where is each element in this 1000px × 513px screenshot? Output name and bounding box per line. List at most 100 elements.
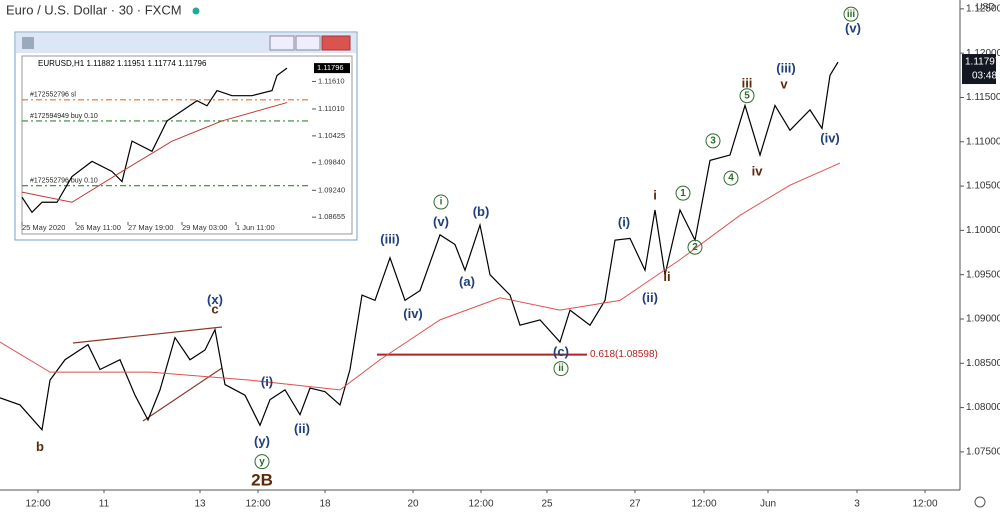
inset-icon	[22, 37, 34, 49]
moving-average	[0, 162, 841, 391]
level-label: 0.618(1.08598)	[590, 349, 658, 360]
x-tick-label: 12:00	[25, 499, 50, 510]
x-tick-label: 26 May 11:00	[76, 223, 121, 232]
x-tick-label: 18	[319, 499, 331, 510]
wave-label: c	[211, 302, 218, 317]
close-button[interactable]	[321, 35, 351, 51]
x-tick-label: 12:00	[468, 499, 493, 510]
x-tick-label: 13	[194, 499, 206, 510]
wave-label: (ii)	[642, 290, 658, 305]
wave-circle	[433, 194, 449, 210]
maximize-button[interactable]	[295, 35, 321, 51]
minimize-button[interactable]	[269, 35, 295, 51]
x-tick-label: 25 May 2020	[22, 223, 65, 232]
y-tick-label: 1.08500	[966, 358, 1000, 369]
x-tick-label: 29 May 03:00	[182, 223, 227, 232]
y-tick-label: 1.12500	[966, 4, 1000, 15]
wave-label: y	[259, 456, 265, 467]
level-label: #172552796 buy 0.10	[30, 178, 98, 185]
y-tick-label: 1.11010	[318, 104, 345, 113]
wave-circle	[705, 133, 721, 149]
wave-label: 4	[728, 173, 734, 184]
wave-label: (v)	[433, 214, 449, 229]
unit-label: USD	[976, 1, 996, 11]
moving-average	[21, 102, 288, 203]
price-box	[962, 54, 996, 85]
trendline	[72, 326, 223, 344]
wave-label: (iv)	[403, 306, 423, 321]
wave-label: 5	[744, 90, 750, 101]
price-label: 1.11796	[317, 63, 344, 72]
wave-label: ii	[558, 363, 564, 374]
chart-title: Euro / U.S. Dollar · 30 · FXCM	[6, 2, 182, 17]
wave-label: (c)	[553, 344, 569, 359]
wave-circle	[723, 170, 739, 186]
level-label: #172594949 buy 0.10	[30, 113, 98, 120]
settings-icon[interactable]	[974, 496, 986, 508]
inset-title: EURUSD,H1 1.11882 1.11951 1.11774 1.1179…	[38, 59, 207, 68]
wave-label: i	[440, 197, 443, 208]
price-line	[0, 61, 839, 432]
y-tick-label: 1.11610	[318, 76, 345, 85]
x-tick-label: 11	[99, 499, 110, 510]
wave-circle	[687, 239, 703, 255]
x-tick-label: 20	[407, 499, 419, 510]
y-tick-label: 1.09500	[966, 269, 1000, 280]
price-line	[21, 67, 288, 214]
wave-label: (i)	[618, 215, 630, 230]
y-tick-label: 1.09000	[966, 314, 1000, 325]
status-dot	[192, 7, 200, 15]
wave-label: iv	[752, 163, 764, 178]
wave-label: 2	[692, 242, 698, 253]
wave-label: (i)	[261, 374, 273, 389]
x-tick-label: 25	[541, 499, 553, 510]
wave-circle	[675, 185, 691, 201]
y-tick-label: 1.10500	[966, 181, 1000, 192]
wave-label: iii	[742, 76, 753, 91]
wave-label: 3	[710, 136, 716, 147]
price-label: 1.11797	[965, 57, 1000, 68]
wave-label: 2B	[251, 471, 273, 490]
x-tick-label: 1 Jun 11:00	[236, 223, 275, 232]
wave-label: (iii)	[380, 232, 400, 247]
wave-label: (iii)	[776, 61, 796, 76]
wave-label: (v)	[845, 21, 861, 36]
wave-label: (ii)	[294, 421, 310, 436]
wave-label: v	[780, 77, 788, 92]
wave-label: (x)	[207, 292, 223, 307]
y-tick-label: 1.08000	[966, 402, 1000, 413]
y-tick-label: 1.08655	[318, 212, 345, 221]
price-box	[314, 63, 350, 74]
y-tick-label: 1.07500	[966, 447, 1000, 458]
wave-label: (y)	[254, 434, 270, 449]
level-label: #172552796 sl	[30, 92, 76, 99]
wave-label: (iv)	[820, 131, 840, 146]
y-tick-label: 1.11000	[966, 136, 1000, 147]
wave-label: (a)	[459, 274, 475, 289]
inset-plot	[21, 55, 353, 235]
wave-circle	[843, 6, 859, 22]
x-tick-label: 12:00	[245, 499, 270, 510]
y-tick-label: 1.11500	[966, 92, 1000, 103]
x-tick-label: 27 May 19:00	[128, 223, 173, 232]
wave-label: i	[653, 187, 657, 202]
x-tick-label: 3	[854, 499, 860, 510]
x-tick-label: 12:00	[691, 499, 716, 510]
wave-circle	[254, 454, 270, 470]
x-tick-label: Jun	[760, 499, 776, 510]
x-tick-label: 12:00	[912, 499, 937, 510]
wave-circle	[739, 88, 755, 104]
wave-label: 1	[680, 188, 686, 199]
wave-label: b	[36, 439, 44, 454]
wave-label: iii	[847, 9, 856, 20]
y-tick-label: 1.10000	[966, 225, 1000, 236]
y-tick-label: 1.12000	[966, 48, 1000, 59]
wave-label: ii	[663, 269, 670, 284]
x-tick-label: 27	[629, 499, 641, 510]
y-tick-label: 1.09840	[318, 158, 345, 167]
y-tick-label: 1.10425	[318, 131, 345, 140]
y-tick-label: 1.09240	[318, 185, 345, 194]
wave-label: (b)	[473, 204, 490, 219]
